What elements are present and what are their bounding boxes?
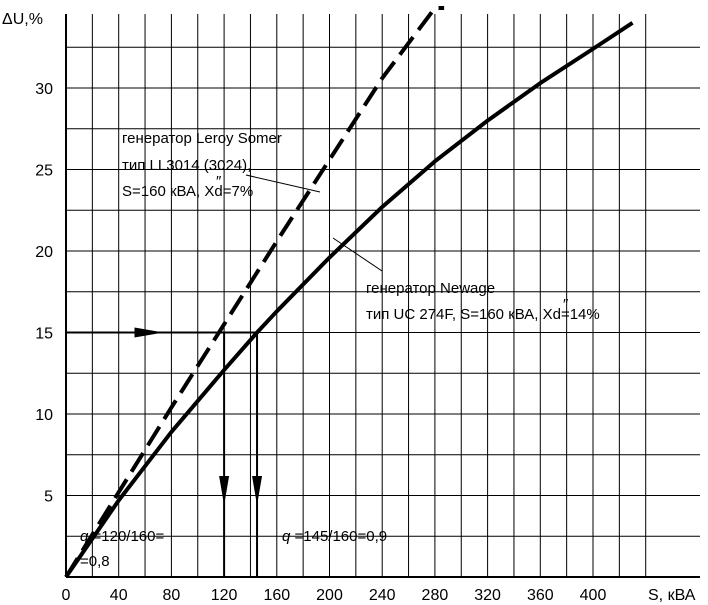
leroy-somer-annotation: генератор Leroy Somer тип LL3014 (3024),… [122, 130, 321, 200]
y-axis-label: ΔU,% [2, 11, 43, 28]
x-tick-label: 240 [369, 587, 396, 604]
newage-line-2-a: тип UC 274F, S=160 кВА, X [366, 306, 553, 323]
x-tick-label: 120 [211, 587, 238, 604]
q2-line-1: q =145/160=0,9 [282, 528, 387, 545]
q1-line-1: q =120/160= [80, 528, 164, 545]
leroy-line-1: генератор Leroy Somer [122, 130, 282, 147]
q2-symbol: q [282, 528, 291, 545]
x-tick-label: 320 [474, 587, 501, 604]
q1-symbol: q [80, 528, 89, 545]
newage-leader-line [332, 237, 383, 272]
x-tick-label: 80 [163, 587, 181, 604]
newage-annotation: генератор Newage тип UC 274F, S=160 кВА,… [332, 237, 600, 323]
y-tick-label: 5 [44, 489, 53, 506]
x-tick-labels: 0 40 80 120 160 200 240 280 320 360 400 [62, 587, 607, 604]
newage-line-2: тип UC 274F, S=160 кВА, Xd=14% [366, 306, 600, 323]
q1-value: =120/160= [88, 528, 164, 545]
y-tick-label: 20 [35, 244, 53, 261]
grid-lines [66, 14, 700, 577]
leroy-double-prime: ″ [216, 173, 222, 190]
x-tick-label: 0 [62, 587, 71, 604]
x-tick-label: 360 [527, 587, 554, 604]
x-tick-label: 160 [263, 587, 290, 604]
leroy-line-3-b: d=7% [214, 183, 253, 200]
leroy-leader-line [245, 174, 321, 193]
y-tick-label: 30 [35, 81, 53, 98]
y-tick-labels: 5 10 15 20 25 30 [35, 81, 53, 506]
reference-arrows [66, 327, 263, 577]
y-tick-label: 15 [35, 326, 53, 343]
q2-value: =145/160=0,9 [290, 528, 387, 545]
leroy-line-3-a: S=160 кВА, X [122, 183, 214, 200]
series-lines [64, 6, 634, 579]
newage-line-2-b: d=14% [553, 306, 600, 323]
newage-double-prime: ″ [563, 296, 569, 313]
x-axis-label: S, кВА [648, 587, 696, 604]
x-tick-label: 400 [580, 587, 607, 604]
q2-annotation: q =145/160=0,9 [282, 528, 387, 545]
y-tick-label: 25 [35, 163, 53, 180]
drop-arrowhead-145 [252, 475, 263, 506]
drop-arrowhead-120 [219, 475, 230, 506]
level-arrowhead [134, 327, 164, 338]
leroy-line-3: S=160 кВА, Xd=7% [122, 183, 253, 200]
newage-curve [64, 21, 634, 579]
x-tick-label: 40 [110, 587, 128, 604]
q1-line-2: =0,8 [80, 553, 110, 570]
y-tick-label: 10 [35, 407, 53, 424]
leroy-line-2: тип LL3014 (3024), [122, 157, 251, 174]
q1-annotation: q =120/160= =0,8 [80, 528, 164, 570]
x-tick-label: 200 [316, 587, 343, 604]
axes [65, 14, 700, 578]
x-tick-label: 280 [422, 587, 449, 604]
newage-line-1: генератор Newage [366, 280, 495, 297]
leroy-somer-curve [64, 6, 445, 579]
